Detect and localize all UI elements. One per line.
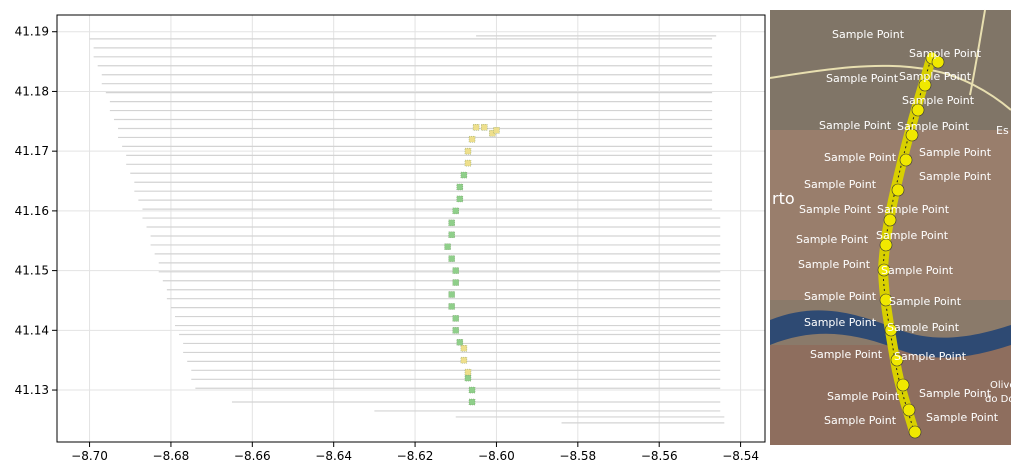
x-tick-label: −8.64 (315, 449, 352, 462)
marker (903, 404, 915, 416)
x-tick-label: −8.60 (478, 449, 515, 462)
map-label: Sample Point (894, 350, 967, 363)
point (465, 160, 471, 166)
point (481, 124, 487, 130)
map-label: Sample Point (832, 28, 905, 41)
map-label: Sample Point (824, 151, 897, 164)
point (449, 291, 455, 297)
point (469, 399, 475, 405)
page: −8.70 −8.68 −8.66 −8.64 −8.62 −8.60 −8.58 −8.56… (0, 0, 1011, 462)
map-label: Sample Point (824, 414, 897, 427)
point (453, 268, 459, 274)
point (453, 315, 459, 321)
map-label: Sample Point (827, 390, 900, 403)
point (465, 148, 471, 154)
map-label: Sample Point (889, 295, 962, 308)
map-label: Sample Point (804, 316, 877, 329)
marker (892, 184, 904, 196)
point (493, 127, 499, 133)
map-label: Sample Point (902, 94, 975, 107)
map-label: Sample Point (899, 70, 972, 83)
y-tick-label: 41.18 (15, 84, 49, 98)
x-tick-label: −8.70 (71, 449, 108, 462)
x-tick-label: −8.56 (641, 449, 678, 462)
map-label: Sample Point (804, 290, 877, 303)
x-tick-label: −8.62 (397, 449, 434, 462)
place-label: Olive (990, 380, 1011, 391)
marker (900, 154, 912, 166)
point (461, 172, 467, 178)
map-label: Sample Point (826, 72, 899, 85)
map-label: Sample Point (804, 178, 877, 191)
map-label: Sample Point (919, 387, 992, 400)
point (449, 220, 455, 226)
point (445, 244, 451, 250)
point (461, 357, 467, 363)
y-tick-label: 41.13 (15, 383, 49, 397)
point (453, 280, 459, 286)
map-label: Sample Point (799, 203, 872, 216)
map-label: Sample Point (819, 119, 892, 132)
map-label: Sample Point (909, 47, 982, 60)
point (449, 232, 455, 238)
plot: −8.70 −8.68 −8.66 −8.64 −8.62 −8.60 −8.58 −8.56… (15, 15, 765, 462)
point (449, 303, 455, 309)
map-label: Sample Point (919, 146, 992, 159)
y-tick-label: 41.19 (15, 25, 49, 39)
point (449, 256, 455, 262)
map-label: Sample Point (897, 120, 970, 133)
point (465, 375, 471, 381)
x-tick-label: −8.54 (722, 449, 759, 462)
point (453, 327, 459, 333)
map-label: Sample Point (926, 411, 999, 424)
map-label: Sample Point (796, 233, 869, 246)
point (457, 339, 463, 345)
x-tick-label: −8.68 (153, 449, 190, 462)
map-label: Sample Point (876, 229, 949, 242)
y-tick-label: 41.15 (15, 264, 49, 278)
x-tick-label: −8.66 (234, 449, 271, 462)
place-label: rto (772, 189, 795, 208)
point (453, 208, 459, 214)
place-label: Es (996, 124, 1009, 137)
y-tick-label: 41.17 (15, 144, 49, 158)
place-label: do Do (985, 394, 1011, 405)
map-label: Sample Point (798, 258, 871, 271)
point (465, 369, 471, 375)
marker (909, 426, 921, 438)
point (457, 196, 463, 202)
map-label: Sample Point (919, 170, 992, 183)
y-tick-label: 41.14 (15, 323, 49, 337)
point (469, 136, 475, 142)
map-label: Sample Point (810, 348, 883, 361)
x-tick-label: −8.58 (559, 449, 596, 462)
map-label: Sample Point (887, 321, 960, 334)
point (461, 345, 467, 351)
map-label: Sample Point (877, 203, 950, 216)
y-tick-label: 41.16 (15, 204, 49, 218)
point (457, 184, 463, 190)
map-label: Sample Point (881, 264, 954, 277)
point (469, 387, 475, 393)
point (473, 124, 479, 130)
